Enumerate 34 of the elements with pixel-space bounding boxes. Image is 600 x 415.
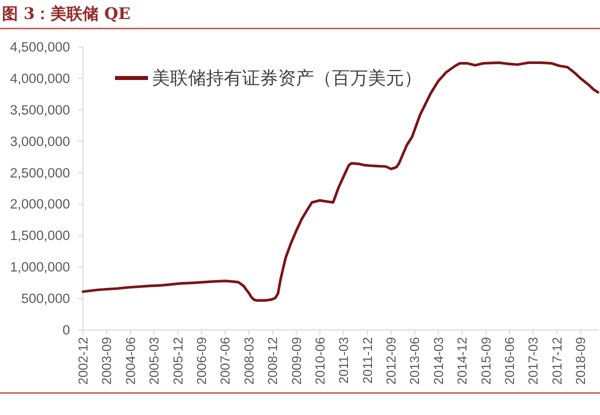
y-tick-label: 1,000,000 bbox=[10, 260, 70, 275]
x-tick-label: 2006-09 bbox=[194, 337, 210, 385]
x-tick-label: 2013-06 bbox=[407, 337, 422, 385]
y-tick-label: 4,500,000 bbox=[10, 40, 70, 54]
y-tick-label: 2,000,000 bbox=[10, 196, 70, 212]
x-tick-label: 2003-09 bbox=[99, 337, 114, 385]
x-tick-label: 2004-06 bbox=[122, 337, 138, 385]
y-tick-label: 4,000,000 bbox=[10, 70, 70, 86]
x-tick-label: 2016-06 bbox=[502, 337, 518, 385]
x-tick-label: 2018-09 bbox=[573, 337, 588, 385]
y-tick-label: 500,000 bbox=[21, 291, 70, 306]
x-tick-label: 2005-12 bbox=[170, 337, 186, 385]
x-tick-label: 2009-09 bbox=[288, 337, 304, 385]
x-tick-label: 2012-09 bbox=[384, 337, 399, 385]
y-tick-label: 1,500,000 bbox=[10, 228, 70, 244]
x-tick-label: 2008-12 bbox=[265, 337, 280, 385]
x-tick-label: 2017-03 bbox=[526, 337, 541, 385]
x-tick-label: 2014-12 bbox=[454, 337, 470, 385]
x-tick-label: 2010-06 bbox=[312, 337, 328, 385]
y-tick-label: 3,000,000 bbox=[10, 134, 70, 149]
x-tick-label: 2011-03 bbox=[336, 337, 352, 384]
title: 图 3：美联储 QE bbox=[2, 4, 130, 23]
y-tick-label: 0 bbox=[62, 322, 70, 338]
y-tick-label: 2,500,000 bbox=[10, 165, 70, 180]
x-tick-label: 2011-12 bbox=[360, 337, 375, 384]
x-tick-label: 2017-12 bbox=[549, 337, 564, 385]
x-tick-label: 2005-03 bbox=[146, 337, 162, 385]
x-tick-label: 2007-06 bbox=[218, 337, 233, 385]
x-tick-label: 2008-03 bbox=[241, 337, 256, 385]
x-tick-label: 2015-09 bbox=[478, 337, 494, 385]
x-tick-label: 2002-12 bbox=[76, 337, 90, 385]
x-tick-label: 2014-03 bbox=[430, 337, 446, 385]
legend-label: 美联储持有证券资产（百万美元） bbox=[152, 68, 422, 88]
y-tick-label: 3,500,000 bbox=[10, 102, 70, 118]
